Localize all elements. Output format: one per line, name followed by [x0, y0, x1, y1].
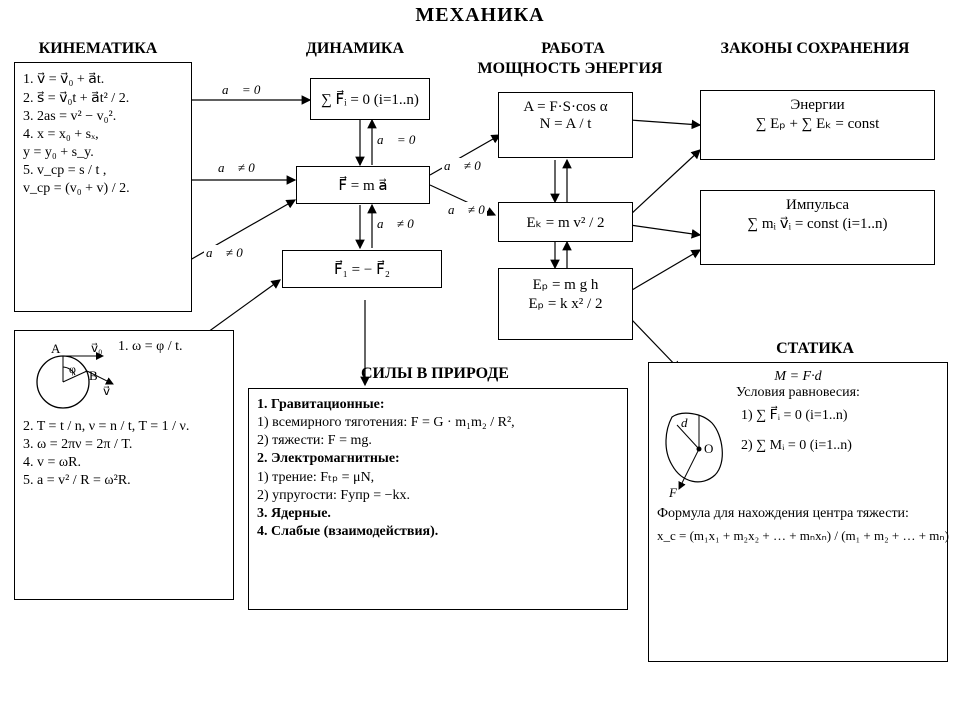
edge-a0-1: a⃗ = 0 [220, 82, 262, 98]
heading-work: РАБОТА [488, 40, 658, 58]
edge-a0-2: a⃗ = 0 [375, 132, 417, 148]
rot-4: 4. v = ωR. [23, 455, 225, 471]
svg-text:d: d [681, 415, 688, 430]
svg-text:φ: φ [69, 362, 76, 376]
fn-1a: 1) всемирного тяготения: F = G · m₁m₂ / … [257, 415, 619, 431]
edge-an0-4: a⃗ ≠ 0 [442, 158, 483, 174]
statics-eq2: 2) ∑ Mᵢ = 0 (i=1..n) [741, 438, 852, 454]
rot-2: 2. T = t / n, ν = n / t, T = 1 / ν. [23, 419, 225, 435]
heading-statics: СТАТИКА [700, 340, 930, 358]
cons-energy-box: Энергии ∑ Eₚ + ∑ Eₖ = const [700, 90, 935, 160]
statics-eq1: 1) ∑ F⃗ᵢ = 0 (i=1..n) [741, 407, 852, 424]
rotation-diagram: A B φ v⃗₀ v⃗ [23, 337, 118, 417]
page-title: МЕХАНИКА [0, 4, 960, 27]
statics-center-label: Формула для нахождения центра тяжести: [657, 506, 939, 522]
fn-1b: 2) тяжести: F = mg. [257, 433, 619, 449]
fn-2b: 2) упругости: Fупр = −kx. [257, 488, 619, 504]
kin-4a: 4. x = x₀ + sₓ, [23, 127, 183, 143]
cons-energy-label: Энергии [709, 97, 926, 114]
ek-box: Eₖ = m v² / 2 [498, 202, 633, 242]
fn-2: 2. Электромагнитные: [257, 451, 619, 467]
heading-dynamics: ДИНАМИКА [260, 40, 450, 58]
heading-kinematics: КИНЕМАТИКА [18, 40, 178, 58]
edge-an0-1: a⃗ ≠ 0 [216, 160, 257, 176]
work-formula: A = F·S·cos α [507, 99, 624, 116]
cons-momentum-box: Импульса ∑ mᵢ v⃗ᵢ = const (i=1..n) [700, 190, 935, 265]
kin-5b: v_cp = (v₀ + v) / 2. [23, 181, 183, 197]
dyn-n2: F⃗ = m a⃗ [338, 178, 387, 194]
fn-3: 3. Ядерные. [257, 506, 619, 522]
kinematics-box: 1. v⃗ = v⃗₀ + a⃗t. 2. s⃗ = v⃗₀t + a⃗t² /… [14, 62, 192, 312]
fn-1: 1. Гравитационные: [257, 397, 619, 413]
heading-conservation-1: ЗАКОНЫ СОХРАНЕНИЯ [700, 40, 930, 58]
forces-nature-box: 1. Гравитационные: 1) всемирного тяготен… [248, 388, 628, 610]
fn-4: 4. Слабые (взаимодействия). [257, 524, 619, 540]
ek-formula: Eₖ = m v² / 2 [526, 215, 604, 231]
work-box: A = F·S·cos α N = A / t [498, 92, 633, 158]
statics-center: x_c = (m₁x₁ + m₂x₂ + … + mₙxₙ) / (m₁ + m… [657, 528, 939, 544]
cons-momentum-label: Импульса [709, 197, 926, 214]
dyn-n2-box: F⃗ = m a⃗ [296, 166, 430, 204]
statics-moment: M = F·d [657, 369, 939, 385]
dyn-n3: F⃗₁ = − F⃗₂ [334, 262, 390, 278]
dyn-n3-box: F⃗₁ = − F⃗₂ [282, 250, 442, 288]
power-formula: N = A / t [507, 116, 624, 133]
epg-formula: Eₚ = m g h [507, 275, 624, 294]
kin-1: 1. v⃗ = v⃗₀ + a⃗t. [23, 71, 183, 88]
svg-text:O: O [704, 441, 713, 456]
rot-3: 3. ω = 2πν = 2π / T. [23, 437, 225, 453]
cons-momentum: ∑ mᵢ v⃗ᵢ = const (i=1..n) [709, 214, 926, 233]
dyn-sum-box: ∑ F⃗ᵢ = 0 (i=1..n) [310, 78, 430, 120]
dyn-sum: ∑ F⃗ᵢ = 0 (i=1..n) [321, 92, 419, 108]
kin-3: 3. 2as = v² − v₀². [23, 109, 183, 125]
heading-forces-nature: СИЛЫ В ПРИРОДЕ [270, 365, 600, 383]
heading-power-energy: МОЩНОСТЬ ЭНЕРГИЯ [445, 60, 695, 78]
ep-box: Eₚ = m g h Eₚ = k x² / 2 [498, 268, 633, 340]
edge-an0-5: a⃗ ≠ 0 [446, 202, 487, 218]
kin-2: 2. s⃗ = v⃗₀t + a⃗t² / 2. [23, 90, 183, 107]
statics-box: M = F·d Условия равновесия: d O F⃗ 1) ∑ … [648, 362, 948, 662]
statics-equil-label: Условия равновесия: [657, 385, 939, 401]
statics-diagram: d O F⃗ [657, 405, 735, 500]
svg-text:B: B [89, 368, 98, 383]
cons-energy: ∑ Eₚ + ∑ Eₖ = const [709, 114, 926, 133]
kin-5a: 5. v_cp = s / t , [23, 163, 183, 179]
svg-text:F⃗: F⃗ [668, 485, 687, 500]
rot-5: 5. a = v² / R = ω²R. [23, 473, 225, 489]
rotation-box: A B φ v⃗₀ v⃗ 1. ω = φ / t. 2. T = t / n,… [14, 330, 234, 600]
edge-an0-2: a⃗ ≠ 0 [204, 245, 245, 261]
edge-an0-3: a⃗ ≠ 0 [375, 216, 416, 232]
fn-2a: 1) трение: Fₜₚ = μN, [257, 469, 619, 486]
kin-4b: y = y₀ + s_y. [23, 145, 183, 161]
svg-text:A: A [51, 341, 61, 356]
epel-formula: Eₚ = k x² / 2 [507, 294, 624, 313]
svg-text:v⃗: v⃗ [103, 384, 110, 398]
svg-text:v⃗₀: v⃗₀ [91, 341, 102, 355]
